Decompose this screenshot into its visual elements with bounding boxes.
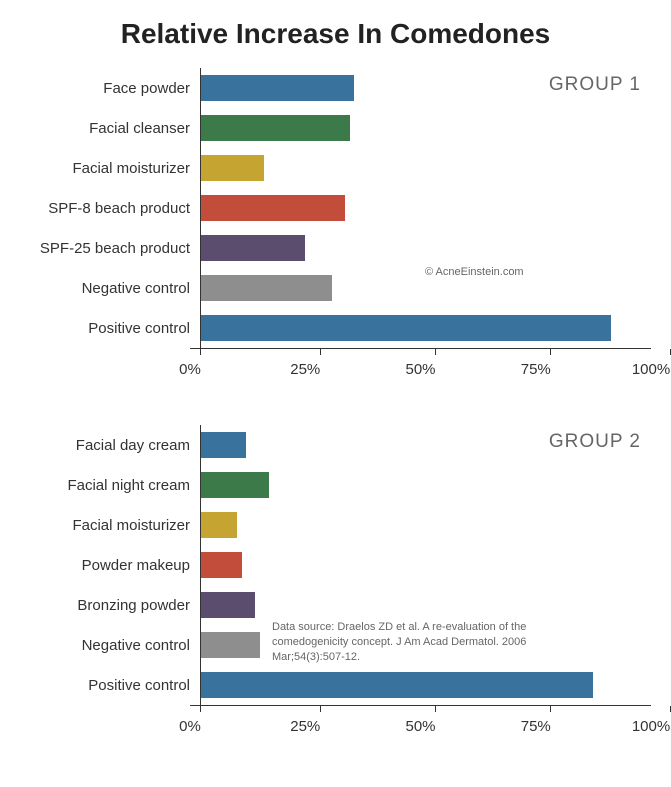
bar-label: SPF-25 beach product: [20, 240, 200, 257]
x-tick-label: 25%: [290, 712, 320, 735]
bar-label: Facial cleanser: [20, 120, 200, 137]
bar: [201, 235, 305, 261]
data-source-text: Data source: Draelos ZD et al. A re-eval…: [272, 620, 532, 665]
bar: [201, 275, 332, 301]
copyright-text: © AcneEinstein.com: [425, 266, 524, 278]
chart-group-2: GROUP 2 Facial day cream Facial night cr…: [20, 425, 651, 740]
chart-page: { "title": "Relative Increase In Comedon…: [0, 0, 671, 770]
plot-area-1: Face powder Facial cleanser Facial moist…: [190, 68, 651, 349]
bar-label: Facial moisturizer: [20, 160, 200, 177]
bar: [201, 552, 242, 578]
bar: [201, 592, 255, 618]
bar-label: Facial night cream: [20, 477, 200, 494]
bar-label: Positive control: [20, 320, 200, 337]
bar-label: Facial day cream: [20, 437, 200, 454]
bar-label: Bronzing powder: [20, 597, 200, 614]
x-axis-2: 0% 25% 50% 75% 100%: [20, 706, 651, 740]
bar: [201, 195, 345, 221]
bar-label: Negative control: [20, 637, 200, 654]
bar: [201, 75, 354, 101]
bar-label: Negative control: [20, 280, 200, 297]
bar: [201, 472, 269, 498]
bar-label: Positive control: [20, 677, 200, 694]
x-tick-label: 100%: [632, 355, 670, 378]
bar: [201, 632, 260, 658]
bar-label: Powder makeup: [20, 557, 200, 574]
bar-label: Face powder: [20, 80, 200, 97]
bar: [201, 432, 246, 458]
x-tick-label: 75%: [521, 355, 551, 378]
bar: [201, 512, 237, 538]
x-tick-label: 75%: [521, 712, 551, 735]
bar: [201, 315, 611, 341]
chart-group-1: GROUP 1 Face powder Facial cleanser Faci…: [20, 68, 651, 383]
bar-label: Facial moisturizer: [20, 517, 200, 534]
x-axis-1: 0% 25% 50% 75% 100%: [20, 349, 651, 383]
x-tick-label: 25%: [290, 355, 320, 378]
x-tick-label: 50%: [405, 355, 435, 378]
x-tick-label: 50%: [405, 712, 435, 735]
chart-title: Relative Increase In Comedones: [20, 18, 651, 50]
bar: [201, 115, 350, 141]
bar-label: SPF-8 beach product: [20, 200, 200, 217]
x-tick-label: 0%: [179, 355, 201, 378]
x-tick-label: 0%: [179, 712, 201, 735]
bar: [201, 672, 593, 698]
bar: [201, 155, 264, 181]
x-tick-label: 100%: [632, 712, 670, 735]
